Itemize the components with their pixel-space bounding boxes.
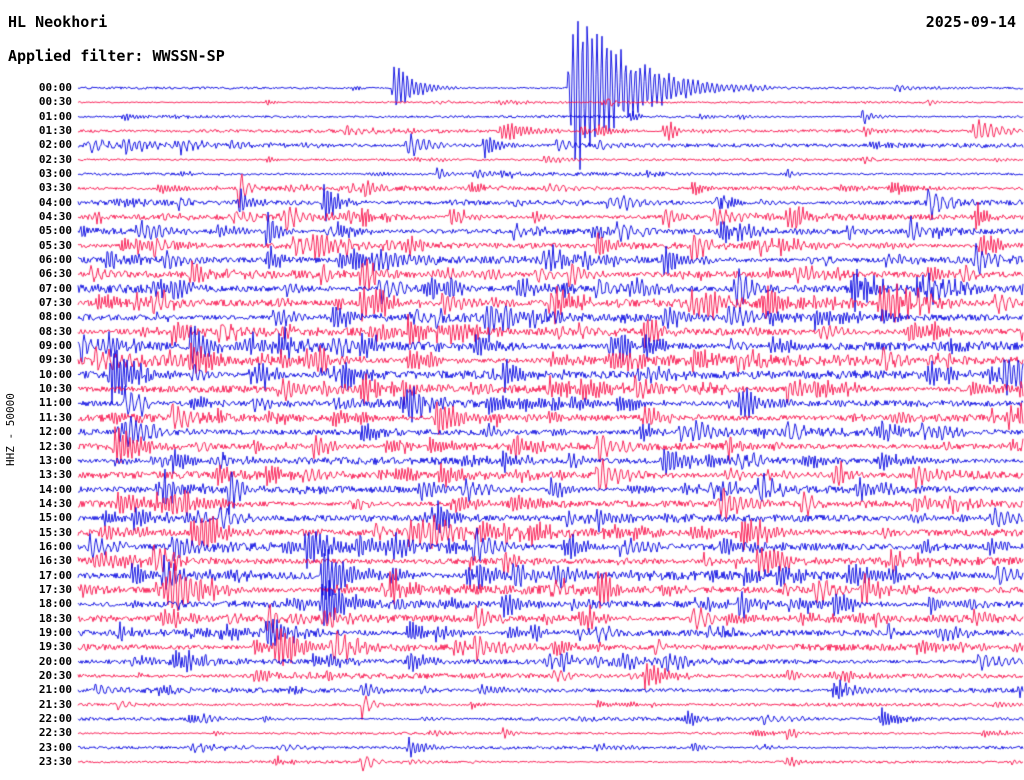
- time-label: 13:00: [38, 453, 72, 467]
- time-label: 07:00: [38, 281, 72, 295]
- time-label: 13:30: [38, 468, 72, 482]
- time-label: 23:30: [38, 754, 72, 768]
- time-label: 01:00: [38, 109, 72, 123]
- time-label: 04:30: [38, 210, 72, 224]
- time-label: 14:00: [38, 482, 72, 496]
- time-label: 19:30: [38, 640, 72, 654]
- time-label: 10:00: [38, 367, 72, 381]
- time-label: 17:00: [38, 568, 72, 582]
- time-label: 21:00: [38, 683, 72, 697]
- time-label: 05:30: [38, 238, 72, 252]
- time-label: 02:30: [38, 152, 72, 166]
- time-label: 17:30: [38, 582, 72, 596]
- time-label: 01:30: [38, 124, 72, 138]
- time-label: 08:00: [38, 310, 72, 324]
- time-label: 03:30: [38, 181, 72, 195]
- time-label: 11:30: [38, 410, 72, 424]
- time-label: 16:00: [38, 539, 72, 553]
- time-label: 19:00: [38, 625, 72, 639]
- time-label: 08:30: [38, 324, 72, 338]
- filter-label: Applied filter: WWSSN-SP: [8, 47, 225, 65]
- time-label: 18:00: [38, 597, 72, 611]
- time-label: 14:30: [38, 496, 72, 510]
- report-date: 2025-09-14: [925, 13, 1016, 31]
- time-label: 23:00: [38, 740, 72, 754]
- station-title: HL Neokhori: [8, 13, 108, 31]
- time-label: 10:30: [38, 382, 72, 396]
- time-label: 20:00: [38, 654, 72, 668]
- time-label: 15:00: [38, 511, 72, 525]
- time-label: 12:00: [38, 425, 72, 439]
- time-label: 00:30: [38, 95, 72, 109]
- time-label: 02:00: [38, 138, 72, 152]
- time-label: 05:00: [38, 224, 72, 238]
- time-label: 07:30: [38, 296, 72, 310]
- time-label: 18:30: [38, 611, 72, 625]
- time-label: 11:00: [38, 396, 72, 410]
- time-label: 06:30: [38, 267, 72, 281]
- time-label: 20:30: [38, 668, 72, 682]
- time-label: 04:00: [38, 195, 72, 209]
- time-label: 22:00: [38, 711, 72, 725]
- time-label: 09:30: [38, 353, 72, 367]
- time-label: 00:00: [38, 81, 72, 94]
- time-label: 15:30: [38, 525, 72, 539]
- time-label: 12:30: [38, 439, 72, 453]
- time-label: 21:30: [38, 697, 72, 711]
- time-label: 16:30: [38, 554, 72, 568]
- time-label: 22:30: [38, 726, 72, 740]
- time-axis: 00:00 00:30 01:00 01:30 02:00 02:30 03:00 03:30…: [0, 0, 76, 780]
- time-label: 09:00: [38, 339, 72, 353]
- time-label: 03:00: [38, 167, 72, 181]
- time-label: 06:00: [38, 253, 72, 267]
